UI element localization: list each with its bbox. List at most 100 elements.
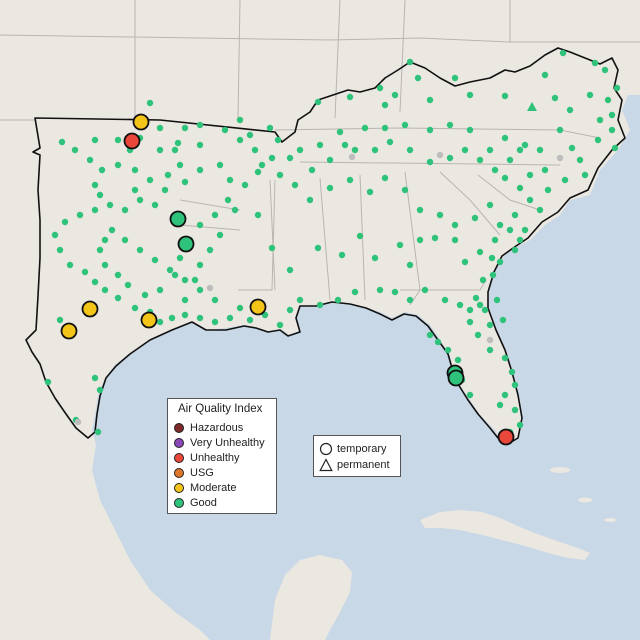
- station-dot-good[interactable]: [521, 226, 529, 234]
- station-dot-good[interactable]: [91, 181, 99, 189]
- station-dot-good[interactable]: [76, 211, 84, 219]
- station-dot-good[interactable]: [171, 146, 179, 154]
- station-dot-good[interactable]: [296, 146, 304, 154]
- station-dot-good[interactable]: [81, 268, 89, 276]
- station-dot-good[interactable]: [351, 288, 359, 296]
- station-dot-good[interactable]: [526, 196, 534, 204]
- station-dot-good[interactable]: [91, 374, 99, 382]
- station-dot-good[interactable]: [151, 201, 159, 209]
- station-dot-good[interactable]: [326, 156, 334, 164]
- station-dot-good[interactable]: [581, 171, 589, 179]
- station-dot-good[interactable]: [181, 178, 189, 186]
- station-dot-good[interactable]: [486, 146, 494, 154]
- station-dot-good[interactable]: [471, 214, 479, 222]
- station-dot-good[interactable]: [56, 316, 64, 324]
- station-dot-good[interactable]: [536, 206, 544, 214]
- station-dot-good[interactable]: [481, 306, 489, 314]
- station-dot-good[interactable]: [486, 346, 494, 354]
- station-dot-good[interactable]: [121, 206, 129, 214]
- station-dot-good[interactable]: [451, 74, 459, 82]
- station-dot-good[interactable]: [391, 288, 399, 296]
- station-dot-good[interactable]: [406, 296, 414, 304]
- station-dot-good[interactable]: [306, 196, 314, 204]
- station-dot-good[interactable]: [254, 211, 262, 219]
- station-dot-good[interactable]: [551, 94, 559, 102]
- station-dot-good[interactable]: [211, 318, 219, 326]
- station-dot-good[interactable]: [236, 116, 244, 124]
- station-dot-good[interactable]: [401, 121, 409, 129]
- station-dot-good[interactable]: [376, 84, 384, 92]
- station-dot-good[interactable]: [486, 201, 494, 209]
- station-dot-good[interactable]: [94, 428, 102, 436]
- station-dot-good[interactable]: [466, 318, 474, 326]
- station-dot-good[interactable]: [156, 146, 164, 154]
- station-dot-good[interactable]: [224, 196, 232, 204]
- station-dot-good[interactable]: [226, 176, 234, 184]
- station-dot-good[interactable]: [151, 256, 159, 264]
- station-dot-good[interactable]: [254, 168, 262, 176]
- station-dot-good[interactable]: [491, 236, 499, 244]
- station-dot-good[interactable]: [486, 321, 494, 329]
- station-dot-good[interactable]: [496, 221, 504, 229]
- station-dot-good[interactable]: [608, 126, 616, 134]
- station-dot-good[interactable]: [441, 296, 449, 304]
- station-dot-good[interactable]: [141, 291, 149, 299]
- station-dot-good[interactable]: [156, 124, 164, 132]
- station-dot-good[interactable]: [568, 144, 576, 152]
- station-dot-good[interactable]: [216, 161, 224, 169]
- station-dot-good[interactable]: [91, 206, 99, 214]
- station-dot-good[interactable]: [341, 141, 349, 149]
- station-dot-good[interactable]: [196, 314, 204, 322]
- station-dot-good[interactable]: [361, 124, 369, 132]
- station-dot-good[interactable]: [56, 246, 64, 254]
- station-dot-good[interactable]: [286, 306, 294, 314]
- station-dot-good[interactable]: [174, 139, 182, 147]
- station-dot-good[interactable]: [381, 101, 389, 109]
- station-dot-good[interactable]: [108, 226, 116, 234]
- station-dot-good[interactable]: [511, 381, 519, 389]
- station-dot-good[interactable]: [391, 91, 399, 99]
- station-dot-good[interactable]: [376, 286, 384, 294]
- station-dot-good[interactable]: [416, 236, 424, 244]
- station-dot-good[interactable]: [493, 296, 501, 304]
- station-dot-good[interactable]: [146, 99, 154, 107]
- station-dot-good[interactable]: [613, 84, 621, 92]
- station-dot-good[interactable]: [114, 161, 122, 169]
- station-dot-good[interactable]: [156, 286, 164, 294]
- station-dot-good[interactable]: [516, 421, 524, 429]
- station-dot-good[interactable]: [58, 138, 66, 146]
- station-dot-good[interactable]: [451, 221, 459, 229]
- station-dot-good[interactable]: [156, 318, 164, 326]
- station-triangle-good[interactable]: [527, 102, 537, 111]
- station-dot-good[interactable]: [176, 254, 184, 262]
- station-dot-good[interactable]: [246, 316, 254, 324]
- station-dot-good[interactable]: [91, 136, 99, 144]
- station-dot-good[interactable]: [356, 232, 364, 240]
- station-dot-good[interactable]: [476, 156, 484, 164]
- station-dot-good[interactable]: [444, 346, 452, 354]
- station-dot-good[interactable]: [454, 356, 462, 364]
- station-dot-good[interactable]: [296, 296, 304, 304]
- station-dot-good[interactable]: [101, 261, 109, 269]
- station-dot-good[interactable]: [98, 166, 106, 174]
- station-dot-good[interactable]: [268, 154, 276, 162]
- station-dot-good[interactable]: [216, 231, 224, 239]
- station-dot-good[interactable]: [472, 294, 480, 302]
- station-dot-good[interactable]: [476, 301, 484, 309]
- station-dot-no-data[interactable]: [74, 418, 82, 426]
- station-dot-good[interactable]: [501, 92, 509, 100]
- station-dot-good[interactable]: [196, 141, 204, 149]
- station-dot-good[interactable]: [516, 146, 524, 154]
- station-dot-good[interactable]: [96, 191, 104, 199]
- station-dot-good[interactable]: [211, 296, 219, 304]
- station-dot-good[interactable]: [371, 254, 379, 262]
- station-dot-good[interactable]: [506, 226, 514, 234]
- station-dot-good[interactable]: [191, 276, 199, 284]
- station-dot-good[interactable]: [466, 306, 474, 314]
- station-dot-good[interactable]: [541, 166, 549, 174]
- station-dot-good[interactable]: [451, 236, 459, 244]
- station-dot-good[interactable]: [366, 188, 374, 196]
- station-dot-good[interactable]: [511, 246, 519, 254]
- station-dot-good[interactable]: [496, 258, 504, 266]
